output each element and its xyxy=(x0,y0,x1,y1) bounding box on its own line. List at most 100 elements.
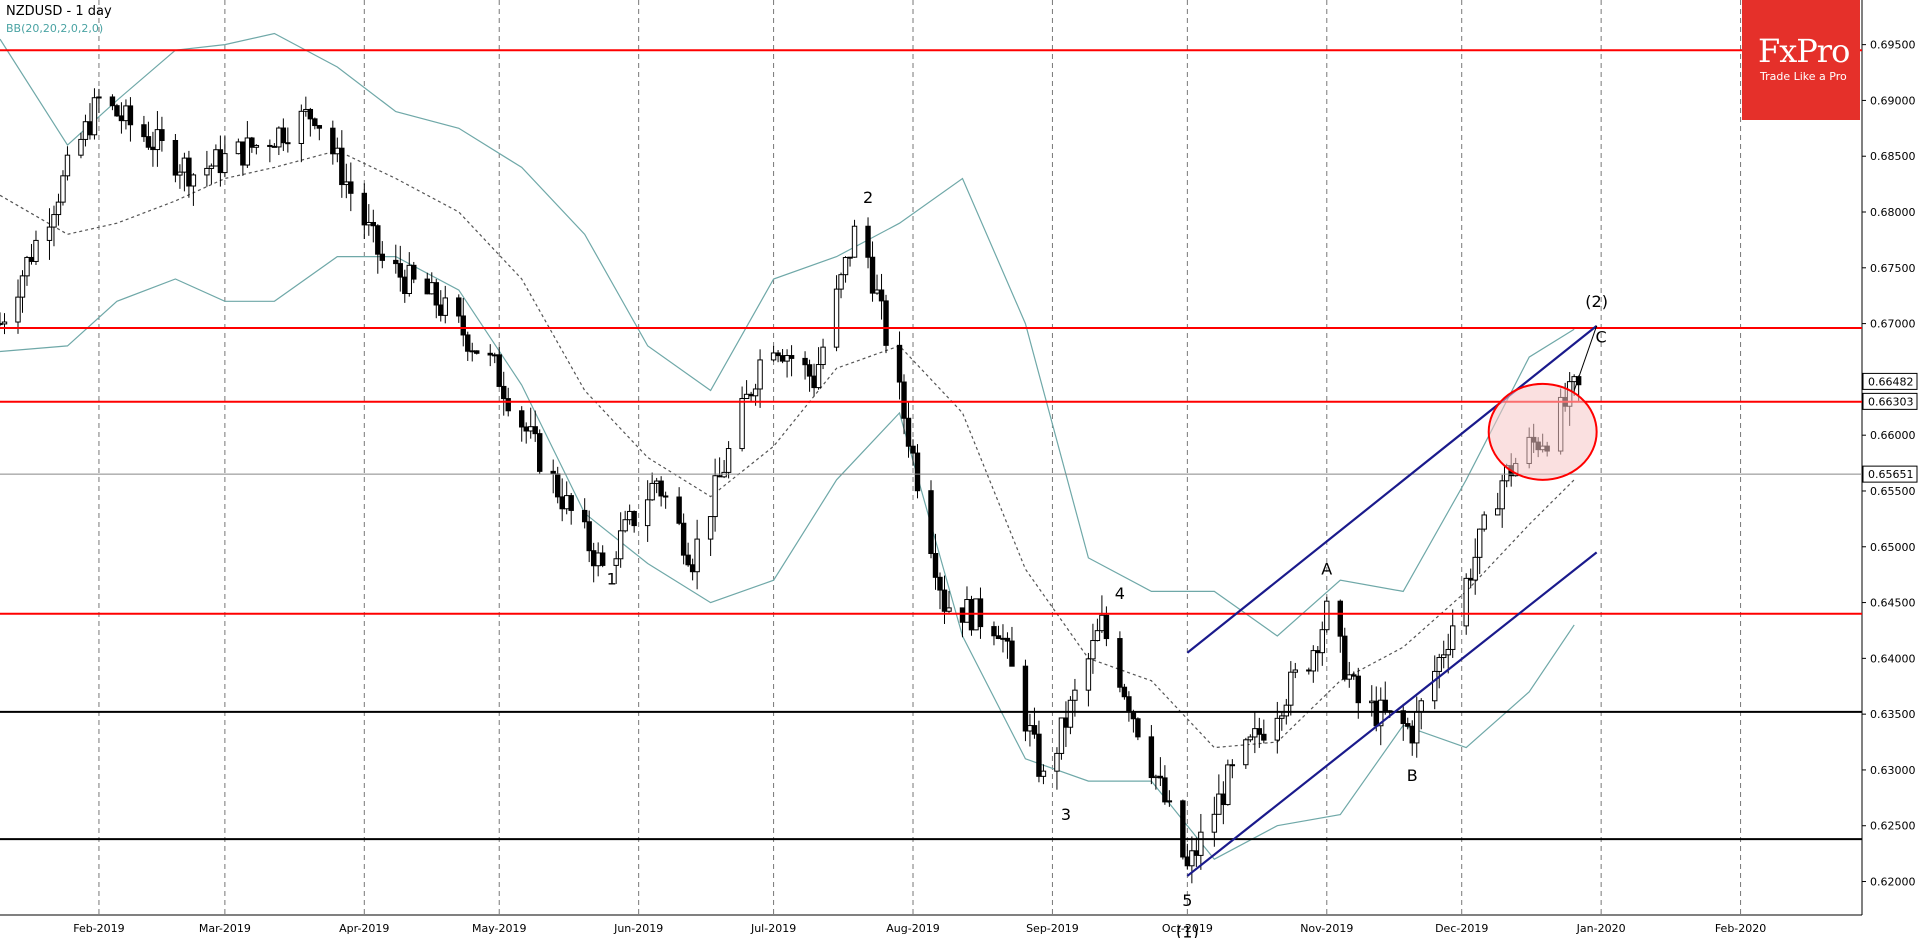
candle-body xyxy=(114,105,120,117)
candle-body xyxy=(1355,675,1361,704)
candle-body xyxy=(334,147,341,155)
candle-body xyxy=(833,288,840,348)
candle-body xyxy=(622,519,628,532)
wave-label: 2 xyxy=(863,188,873,207)
candle-body xyxy=(429,282,435,295)
candle-body xyxy=(1418,700,1424,713)
candle-body xyxy=(1036,733,1042,777)
candle-body xyxy=(617,530,624,560)
candle-body xyxy=(96,96,102,99)
candle-body xyxy=(995,635,1002,640)
x-tick-label: Nov-2019 xyxy=(1300,922,1353,935)
candle-body xyxy=(649,482,655,501)
candle-body xyxy=(1315,650,1321,654)
x-tick-label: Jul-2019 xyxy=(750,922,796,935)
candle-body xyxy=(235,141,242,155)
candle-body xyxy=(1283,704,1290,717)
candle-body xyxy=(1351,674,1357,677)
candle-body xyxy=(1072,689,1078,701)
price-tag-box xyxy=(1862,372,1918,390)
candle-body xyxy=(1063,717,1069,728)
candle-body xyxy=(820,346,826,366)
candle-body xyxy=(1004,637,1011,642)
candle-body xyxy=(244,137,251,166)
candle-body xyxy=(1216,793,1222,815)
candle-body xyxy=(779,355,786,362)
candle-body xyxy=(946,607,952,612)
x-tick-label: Feb-2019 xyxy=(73,922,124,935)
candle-body xyxy=(1288,671,1294,706)
candles-layer xyxy=(0,88,1582,884)
candle-body xyxy=(680,522,687,556)
x-tick-label: Mar-2019 xyxy=(199,922,251,935)
candle-body xyxy=(626,510,633,521)
candle-body xyxy=(532,426,538,435)
y-tick-label: 0.65500 xyxy=(1870,485,1916,498)
candle-body xyxy=(802,357,808,366)
price-tag-box xyxy=(1862,392,1918,410)
candle-body xyxy=(851,225,858,258)
candle-body xyxy=(24,256,30,277)
chart-title: NZDUSD - 1 day xyxy=(6,4,112,19)
bollinger-up xyxy=(0,32,1575,637)
candle-body xyxy=(1346,674,1352,680)
bollinger-layer xyxy=(0,32,1575,860)
y-tick-label: 0.67000 xyxy=(1870,318,1916,331)
candle-body xyxy=(1324,600,1330,631)
x-tick-label: Dec-2019 xyxy=(1435,922,1488,935)
candle-body xyxy=(82,121,89,140)
candle-body xyxy=(743,393,750,399)
candle-body xyxy=(1135,718,1141,738)
candle-body xyxy=(60,175,66,203)
candle-body xyxy=(204,167,210,176)
candle-body xyxy=(253,144,260,148)
candle-body xyxy=(1000,637,1006,640)
candle-body xyxy=(406,264,412,295)
candle-body xyxy=(361,192,368,226)
candle-body xyxy=(46,226,53,241)
candle-body xyxy=(150,146,156,151)
candle-body xyxy=(1499,480,1505,510)
candle-body xyxy=(1450,625,1456,650)
candle-body xyxy=(865,225,871,258)
candle-body xyxy=(1405,723,1411,727)
candle-body xyxy=(842,257,849,276)
candle-body xyxy=(941,589,948,612)
candle-body xyxy=(1436,657,1442,672)
candle-body xyxy=(1369,700,1375,704)
y-tick-label: 0.66000 xyxy=(1870,429,1916,442)
candle-body xyxy=(1494,508,1501,516)
x-tick-label: May-2019 xyxy=(472,922,527,935)
candle-body xyxy=(528,426,534,432)
candle-body xyxy=(1463,577,1469,627)
candle-body xyxy=(644,499,651,527)
y-tick-label: 0.69500 xyxy=(1870,39,1916,52)
candle-body xyxy=(222,153,228,174)
candle-body xyxy=(276,127,282,148)
candle-body xyxy=(631,510,637,527)
candle-body xyxy=(1432,670,1438,702)
candle-body xyxy=(959,607,966,623)
candle-body xyxy=(694,538,700,573)
candle-body xyxy=(1148,736,1155,779)
candle-body xyxy=(141,124,147,138)
candle-body xyxy=(1067,699,1074,728)
candle-body xyxy=(599,552,606,566)
candle-body xyxy=(1373,700,1379,727)
x-tick-label: Oct-2019 xyxy=(1162,922,1213,935)
brand-name: FxPro xyxy=(1758,32,1850,70)
wave-label: 1 xyxy=(607,570,617,589)
candle-body xyxy=(397,263,403,278)
candle-body xyxy=(312,118,318,127)
candle-body xyxy=(555,473,561,498)
candle-body xyxy=(550,470,556,475)
candle-body xyxy=(1058,717,1065,754)
candle-body xyxy=(1481,514,1487,530)
candle-body xyxy=(653,480,660,484)
candle-body xyxy=(87,121,93,136)
candle-body xyxy=(1103,614,1110,640)
brand-tagline: Trade Like a Pro xyxy=(1760,70,1847,83)
candle-body xyxy=(375,225,381,255)
candle-body xyxy=(339,147,345,186)
candle-body xyxy=(878,289,885,302)
